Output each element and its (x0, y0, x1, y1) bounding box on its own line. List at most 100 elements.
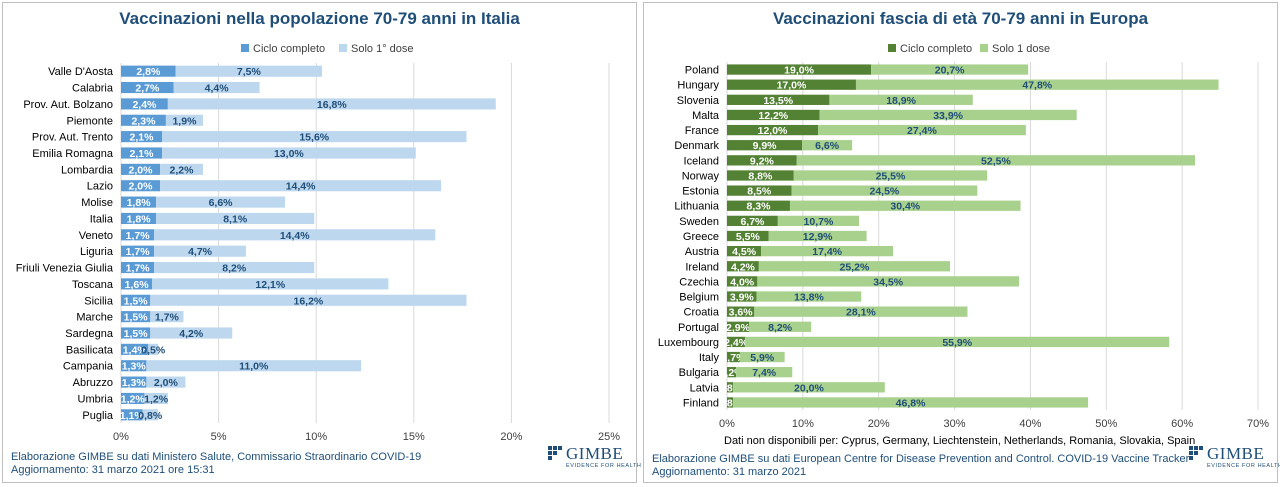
category-label: Toscana (72, 279, 114, 291)
bar-segment (121, 98, 168, 110)
legend-swatch (241, 44, 249, 52)
data-label: 17,0% (777, 80, 807, 92)
bar-segment (727, 200, 790, 211)
x-tick-label: 20% (500, 431, 522, 443)
data-label: 1,3% (122, 361, 147, 373)
data-label: 2,2% (170, 164, 195, 176)
bar-segment (150, 311, 184, 323)
data-label: 28,1% (846, 307, 876, 319)
data-label: 2,7% (135, 83, 160, 95)
data-label: 8,1% (223, 213, 248, 225)
data-label: 30,4% (890, 201, 920, 213)
data-label: 10,7% (804, 216, 834, 228)
data-label: 2,9% (726, 322, 751, 334)
bar-segment (733, 382, 885, 393)
data-label: 2,1% (130, 148, 155, 160)
x-tick-label: 15% (403, 431, 425, 443)
data-label: 46,8% (896, 397, 926, 409)
category-label: Estonia (682, 186, 720, 198)
data-label: 1,8% (127, 197, 152, 209)
bar-segment (121, 409, 143, 421)
bar-segment (739, 351, 785, 363)
data-label: 1,1% (120, 410, 145, 422)
bar-segment (121, 131, 162, 143)
bar-segment (154, 245, 246, 257)
category-label: Lombardia (61, 164, 114, 176)
data-label: 3,9% (730, 292, 755, 304)
category-label: Bulgaria (679, 367, 720, 379)
data-label: 6,6% (815, 140, 840, 152)
bar-segment (121, 65, 176, 77)
bar-segment (146, 360, 362, 372)
europe-footer: Elaborazione GIMBE su dati European Cent… (652, 453, 1189, 479)
x-tick-label: 30% (944, 418, 966, 430)
bar-segment (871, 64, 1029, 75)
bar-segment (796, 155, 1196, 166)
bar-segment (758, 261, 951, 272)
bar-segment (727, 245, 762, 257)
data-label: 0,8% (138, 410, 163, 422)
category-label: Austria (685, 246, 720, 258)
bar-segment (727, 64, 872, 75)
category-label: Valle D'Aosta (48, 66, 114, 78)
data-label: 1,6% (125, 279, 150, 291)
bar-segment (121, 360, 147, 372)
gimbe-logo-word: GIMBE (566, 444, 624, 463)
category-label: Finland (683, 397, 719, 409)
x-tick-label: 25% (598, 431, 620, 443)
category-label: Prov. Aut. Bolzano (23, 99, 113, 111)
gimbe-logo-mark-icon (548, 446, 562, 460)
x-tick-label: 10% (305, 431, 327, 443)
category-label: Slovenia (677, 95, 720, 107)
category-label: Italia (90, 213, 114, 225)
legend-swatch (888, 44, 896, 52)
bar-segment (789, 200, 1021, 211)
category-label: France (685, 125, 719, 137)
data-label: 19,0% (784, 65, 814, 77)
category-label: Lazio (87, 181, 113, 193)
bar-segment (727, 140, 803, 151)
bar-segment (727, 230, 769, 242)
bar-segment (154, 261, 315, 274)
category-label: Sardegna (65, 328, 114, 340)
bar-segment (121, 343, 149, 355)
data-label: 27,4% (907, 125, 937, 137)
bar-segment (121, 376, 147, 388)
data-label: 4,0% (730, 276, 755, 288)
category-label: Lithuania (674, 201, 720, 213)
category-label: Iceland (684, 155, 719, 167)
bar-segment (727, 321, 749, 332)
bar-segment (156, 196, 285, 208)
bar-segment (121, 278, 153, 290)
bar-segment (148, 343, 159, 355)
category-label: Malta (692, 110, 720, 122)
data-label: 12,0% (758, 125, 788, 137)
data-label: 2,0% (129, 164, 154, 176)
gimbe-logo-tagline: EVIDENCE FOR HEALTH (1207, 463, 1280, 469)
data-label: 1,5% (124, 328, 149, 340)
category-label: Liguria (80, 246, 114, 258)
bar-segment (777, 215, 859, 227)
category-label: Prov. Aut. Trento (32, 132, 113, 144)
legend-swatch (339, 44, 347, 52)
bar-segment (142, 409, 159, 421)
category-label: Denmark (674, 140, 719, 152)
bar-segment (727, 382, 734, 393)
italy-footer-source: Elaborazione GIMBE su dati Ministero Sal… (11, 451, 422, 463)
x-tick-label: 20% (868, 418, 890, 430)
data-label: 5,9% (750, 352, 775, 364)
category-label: Portugal (678, 322, 719, 334)
data-label: 13,0% (274, 148, 304, 160)
bar-segment (121, 196, 157, 208)
bar-segment (829, 94, 973, 105)
bar-segment (748, 321, 812, 332)
x-tick-label: 0% (113, 431, 129, 443)
data-label: 14,4% (286, 181, 316, 193)
bar-segment (121, 114, 166, 126)
data-label: 6,6% (209, 197, 234, 209)
data-label: 11,0% (239, 361, 269, 373)
bar-segment (167, 98, 496, 110)
category-label: Croatia (684, 307, 720, 319)
bar-segment (152, 278, 389, 290)
bar-segment (727, 79, 856, 90)
